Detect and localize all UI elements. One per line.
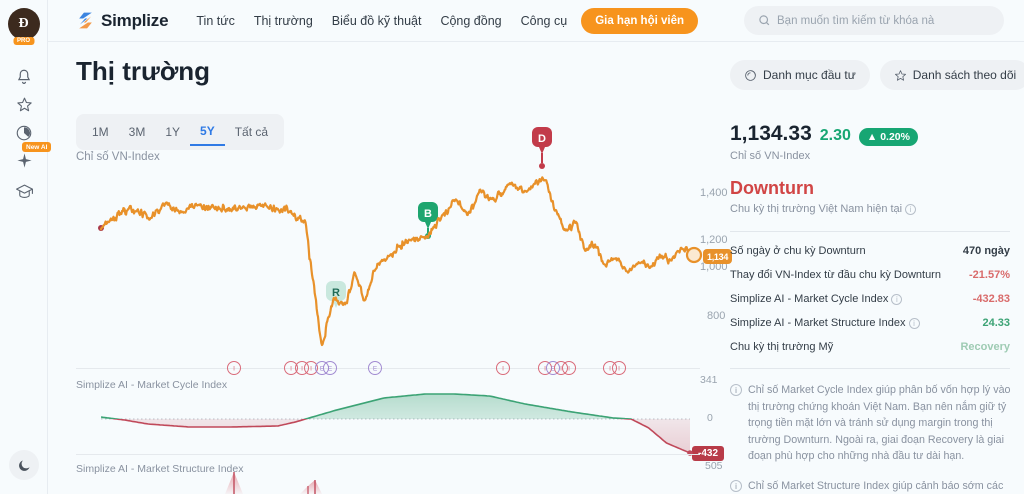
svg-text:E: E	[328, 366, 333, 373]
svg-text:B: B	[424, 208, 432, 220]
svg-text:I: I	[502, 366, 504, 373]
svg-text:I: I	[310, 366, 312, 373]
svg-text:I: I	[290, 366, 292, 373]
svg-text:I: I	[544, 366, 546, 373]
svg-text:E: E	[373, 366, 378, 373]
svg-text:I: I	[301, 366, 303, 373]
svg-text:I: I	[568, 366, 570, 373]
svg-text:I: I	[609, 366, 611, 373]
svg-text:E: E	[551, 366, 556, 373]
svg-text:I: I	[560, 366, 562, 373]
svg-text:I: I	[618, 366, 620, 373]
svg-text:D: D	[538, 133, 546, 145]
svg-text:E: E	[320, 366, 325, 373]
svg-text:I: I	[233, 366, 235, 373]
svg-text:R: R	[332, 287, 340, 299]
